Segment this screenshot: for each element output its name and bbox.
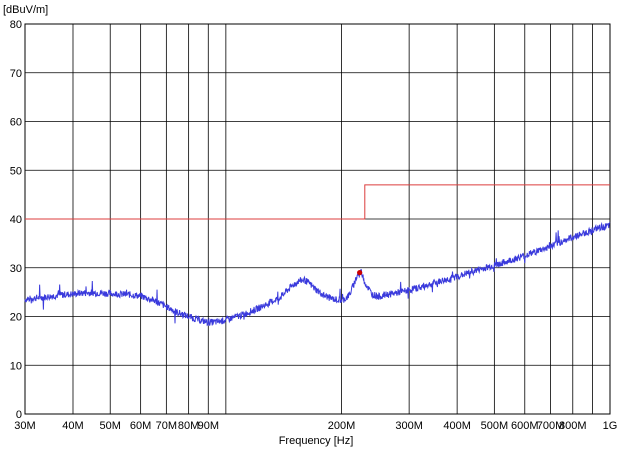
x-tick-label: 1G — [603, 420, 618, 432]
measurement-trace — [24, 221, 611, 327]
y-tick-label: 0 — [16, 409, 22, 421]
y-tick-label: 30 — [10, 263, 22, 275]
y-axis-unit-label: [dBuV/m] — [3, 4, 48, 16]
x-tick-label: 70M — [156, 420, 177, 432]
x-tick-label: 400M — [443, 420, 471, 432]
x-tick-label: 90M — [198, 420, 219, 432]
x-tick-label: 60M — [130, 420, 151, 432]
measurement-trace-layer — [24, 221, 611, 327]
x-tick-label: 30M — [14, 420, 35, 432]
peak-marker — [357, 270, 363, 276]
y-tick-label: 50 — [10, 165, 22, 177]
y-tick-label: 20 — [10, 312, 22, 324]
x-tick-label: 800M — [559, 420, 587, 432]
y-tick-labels: 0 10 20 30 40 50 60 70 80 — [10, 19, 22, 421]
x-tick-label: 300M — [395, 420, 423, 432]
limit-line-layer — [25, 184, 610, 220]
y-tick-label: 10 — [10, 360, 22, 372]
y-tick-label: 80 — [10, 19, 22, 31]
y-tick-label: 40 — [10, 214, 22, 226]
x-axis-title: Frequency [Hz] — [279, 435, 354, 447]
x-tick-label: 80M — [178, 420, 199, 432]
x-tick-label: 40M — [62, 420, 83, 432]
x-tick-label: 50M — [100, 420, 121, 432]
x-tick-label: 600M — [511, 420, 539, 432]
y-tick-label: 70 — [10, 68, 22, 80]
x-tick-label: 700M — [537, 420, 565, 432]
x-tick-label: 500M — [481, 420, 509, 432]
y-tick-label: 60 — [10, 117, 22, 129]
x-tick-label: 200M — [328, 420, 356, 432]
limit-line — [25, 184, 610, 220]
peak-marker-layer — [357, 270, 363, 276]
